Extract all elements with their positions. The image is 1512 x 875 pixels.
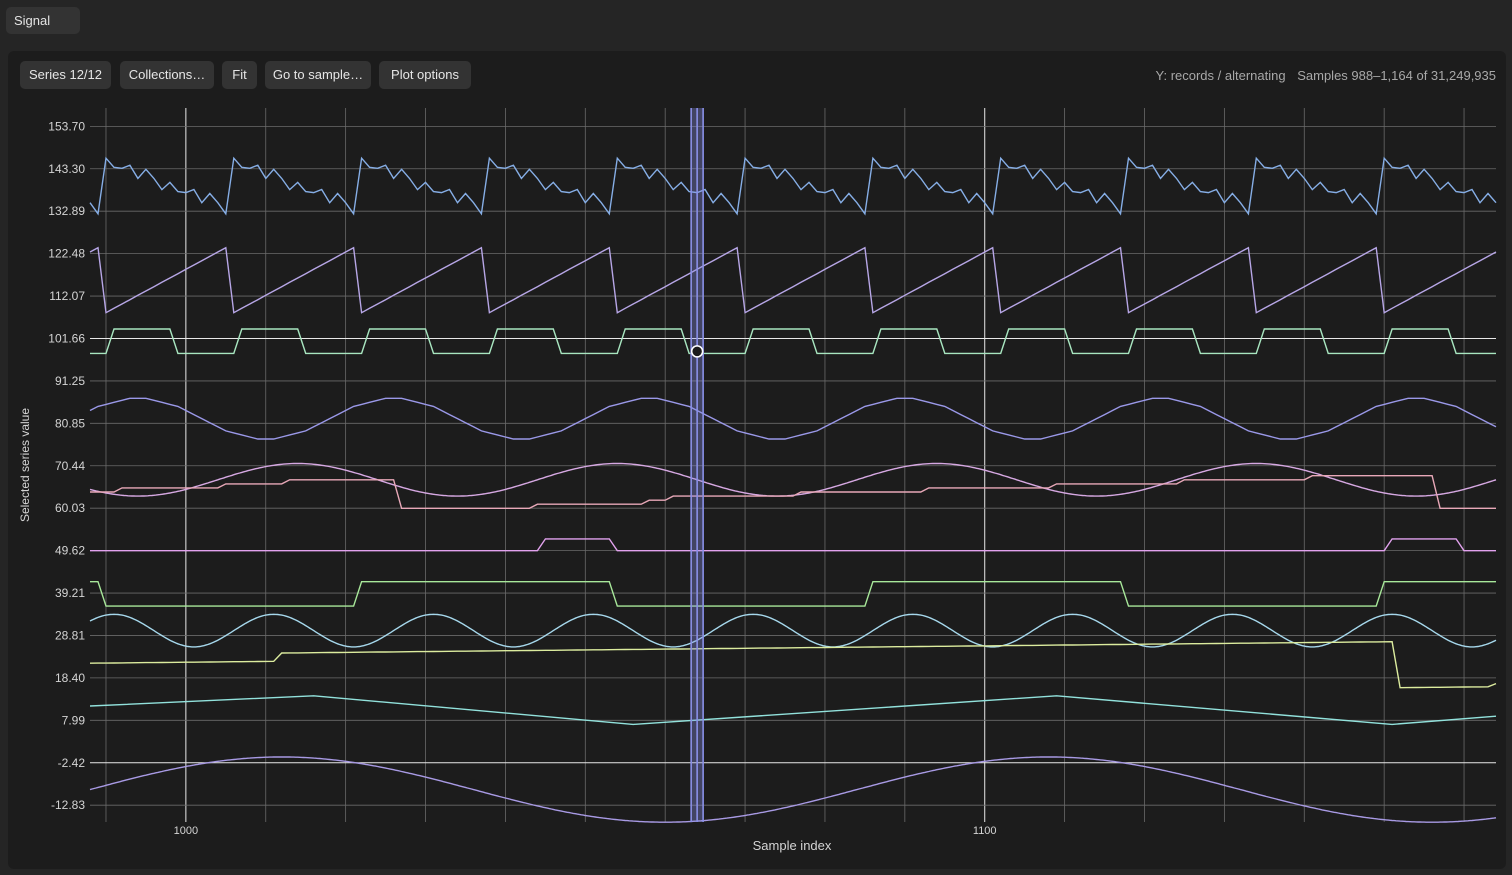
x-tick-label: 1000 bbox=[174, 825, 198, 837]
y-tick-label: 70.44 bbox=[55, 459, 85, 473]
y-tick-label: 112.07 bbox=[49, 289, 85, 303]
y-tick-label: -12.83 bbox=[51, 798, 85, 812]
status-readout: Y: records / alternating Samples 988–1,1… bbox=[1156, 68, 1496, 83]
x-tick-label: 1100 bbox=[973, 825, 997, 837]
series-button[interactable]: Series 12/12 bbox=[20, 61, 111, 89]
y-tick-labels: 153.70 143.30 132.89 122.48 112.07 101.66 91.2… bbox=[48, 119, 85, 812]
y-tick-label: 91.25 bbox=[55, 374, 85, 388]
series-lines bbox=[89, 156, 1497, 823]
series-line-5 bbox=[89, 462, 1497, 497]
series-line-1 bbox=[89, 156, 1497, 216]
series-line-7 bbox=[90, 538, 1496, 552]
series-line-4 bbox=[89, 397, 1497, 440]
y-tick-label: 101.66 bbox=[48, 332, 85, 346]
collections-button[interactable]: Collections… bbox=[120, 61, 214, 89]
y-tick-label: 153.70 bbox=[48, 119, 85, 133]
cursor[interactable] bbox=[690, 108, 704, 822]
y-tick-label: 18.40 bbox=[55, 671, 85, 685]
vertical-gridlines bbox=[105, 108, 1465, 822]
series-line-12 bbox=[89, 756, 1497, 823]
tab-signal[interactable]: Signal bbox=[6, 7, 80, 34]
series-line-11 bbox=[89, 695, 1497, 726]
y-tick-label: -2.42 bbox=[58, 756, 86, 770]
series-line-2 bbox=[89, 246, 1497, 314]
y-axis-label: Selected series value bbox=[18, 408, 32, 522]
cursor-marker[interactable] bbox=[690, 345, 704, 358]
samples-range-label: Samples 988–1,164 of 31,249,935 bbox=[1297, 68, 1496, 83]
y-tick-label: 60.03 bbox=[55, 501, 85, 515]
x-tick-labels: 1000 1100 bbox=[174, 825, 997, 837]
fit-button[interactable]: Fit bbox=[222, 61, 257, 89]
series-line-10 bbox=[89, 640, 1497, 689]
y-tick-label: 7.99 bbox=[62, 713, 86, 727]
y-tick-label: 49.62 bbox=[55, 544, 85, 558]
series-line-8 bbox=[90, 581, 1496, 607]
y-tick-label: 28.81 bbox=[55, 628, 85, 642]
series-line-6 bbox=[90, 475, 1496, 509]
y-tick-label: 39.21 bbox=[55, 586, 85, 600]
plot-options-button[interactable]: Plot options bbox=[379, 61, 471, 89]
plot-panel bbox=[8, 51, 1506, 869]
y-mode-label: Y: records / alternating bbox=[1155, 68, 1286, 83]
series-line-9 bbox=[89, 613, 1497, 648]
y-tick-label: 80.85 bbox=[55, 416, 85, 430]
y-tick-label: 132.89 bbox=[48, 204, 85, 218]
y-tick-label: 143.30 bbox=[48, 162, 85, 176]
x-axis-label: Sample index bbox=[753, 838, 832, 853]
y-tick-label: 122.48 bbox=[48, 247, 85, 261]
series-line-3 bbox=[90, 328, 1496, 355]
go-to-sample-button[interactable]: Go to sample… bbox=[265, 61, 371, 89]
